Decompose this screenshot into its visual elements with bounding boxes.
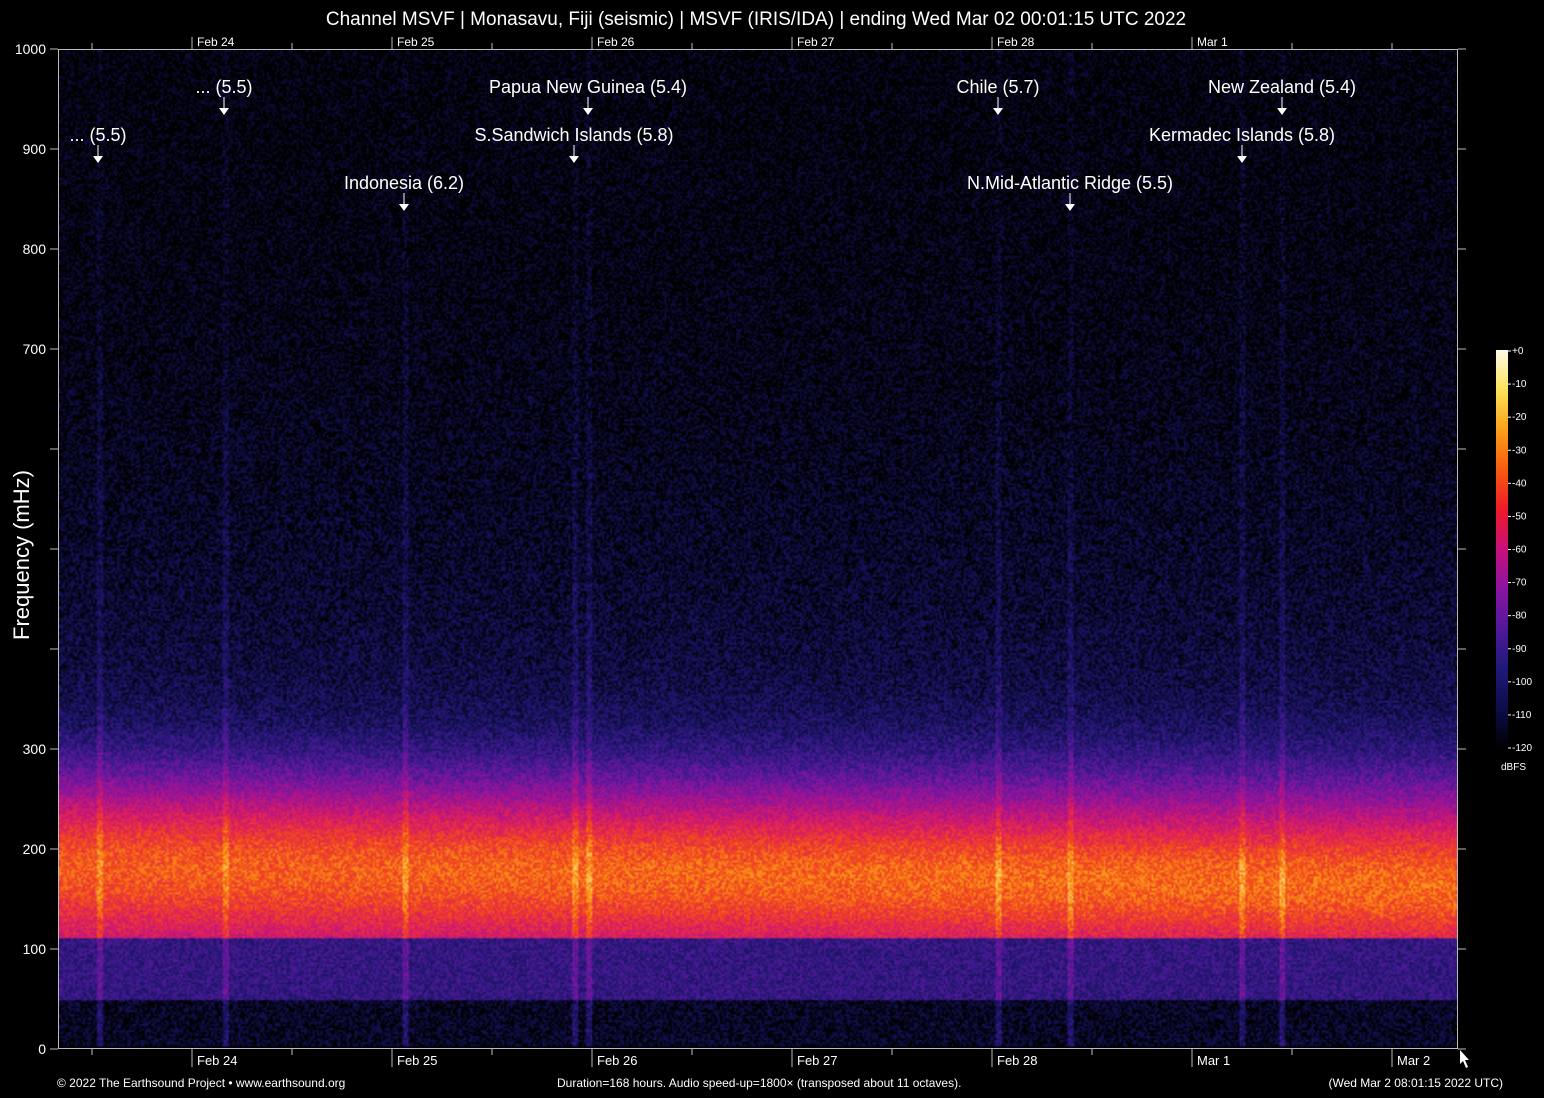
footer-duration: Duration=168 hours. Audio speed-up=1800×… — [557, 1076, 962, 1090]
x-tick-label-top: Feb 25 — [397, 35, 435, 49]
event-label: Chile (5.7) — [956, 77, 1039, 97]
event-arrow-icon — [993, 108, 1003, 115]
colorbar-tick-label: -50 — [1512, 511, 1527, 522]
y-tick-label: 300 — [23, 741, 47, 757]
event-label: ... (5.5) — [195, 77, 252, 97]
y-tick-label: 100 — [23, 941, 47, 957]
event-label: Papua New Guinea (5.4) — [489, 77, 687, 97]
event-label: S.Sandwich Islands (5.8) — [474, 125, 673, 145]
colorbar-ticks: +0 -10 -20 -30 -40 -50 -60 -70 -80 -90 -100 -110 -12… — [1508, 346, 1532, 754]
event-label: Kermadec Islands (5.8) — [1149, 125, 1335, 145]
y-tick-label: 800 — [23, 241, 47, 257]
plot-area — [58, 49, 1458, 1049]
cursor-icon — [1460, 1050, 1469, 1068]
chart-title: Channel MSVF | Monasavu, Fiji (seismic) … — [325, 9, 1187, 30]
colorbar-tick-label: -90 — [1512, 644, 1527, 655]
event-arrow-icon — [399, 204, 409, 211]
event-arrow-icon — [1277, 108, 1287, 115]
colorbar-unit-label: dBFS — [1501, 762, 1527, 773]
event-arrow-icon — [93, 156, 103, 163]
y-tick-label: 200 — [23, 841, 47, 857]
x-tick-label: Feb 25 — [397, 1053, 437, 1068]
y-tick-label: 900 — [23, 141, 47, 157]
event-arrow-icon — [1065, 204, 1075, 211]
colorbar-tick-label: -20 — [1512, 412, 1527, 423]
colorbar-tick-label: +0 — [1512, 346, 1524, 357]
x-tick-label: Mar 2 — [1397, 1053, 1430, 1068]
colorbar — [1496, 350, 1508, 748]
y-tick-label: 0 — [38, 1041, 46, 1057]
spectrogram-heatmap — [59, 50, 1457, 1048]
x-tick-label: Feb 26 — [597, 1053, 637, 1068]
x-tick-label: Mar 1 — [1197, 1053, 1230, 1068]
event-arrow-icon — [1237, 156, 1247, 163]
event-arrow-icon — [219, 108, 229, 115]
axes: 0 100 200 300 700 800 900 1000 Feb 24 Feb 25 Feb 2… — [15, 35, 1466, 1068]
x-tick-label: Feb 28 — [997, 1053, 1037, 1068]
event-label: ... (5.5) — [69, 125, 126, 145]
footer-copyright: © 2022 The Earthsound Project • www.eart… — [57, 1076, 346, 1090]
colorbar-tick-label: -30 — [1512, 445, 1527, 456]
event-label: Indonesia (6.2) — [344, 173, 464, 193]
colorbar-tick-label: -110 — [1512, 710, 1532, 721]
colorbar-tick-label: -10 — [1512, 379, 1527, 390]
x-tick-label-top: Feb 24 — [197, 35, 235, 49]
x-tick-label-top: Feb 28 — [997, 35, 1035, 49]
colorbar-tick-label: -40 — [1512, 478, 1527, 489]
colorbar-tick-label: -80 — [1512, 611, 1527, 622]
footer-timestamp: (Wed Mar 2 08:01:15 2022 UTC) — [1328, 1076, 1503, 1090]
x-tick-label: Feb 24 — [197, 1053, 237, 1068]
x-tick-label: Feb 27 — [797, 1053, 837, 1068]
event-annotations: ... (5.5) ... (5.5) Indonesia (6.2) S.Sandw… — [69, 77, 1356, 211]
colorbar-tick-label: -120 — [1512, 743, 1532, 754]
colorbar-tick-label: -100 — [1512, 677, 1532, 688]
event-label: N.Mid-Atlantic Ridge (5.5) — [967, 173, 1173, 193]
y-tick-label: 700 — [23, 341, 47, 357]
colorbar-tick-label: -60 — [1512, 545, 1527, 556]
event-arrow-icon — [569, 156, 579, 163]
colorbar-tick-label: -70 — [1512, 578, 1527, 589]
event-label: New Zealand (5.4) — [1208, 77, 1356, 97]
x-tick-label-top: Mar 1 — [1197, 35, 1228, 49]
y-tick-label: 1000 — [15, 41, 46, 57]
x-tick-label-top: Feb 27 — [797, 35, 835, 49]
x-tick-label-top: Feb 26 — [597, 35, 635, 49]
event-arrow-icon — [583, 108, 593, 115]
